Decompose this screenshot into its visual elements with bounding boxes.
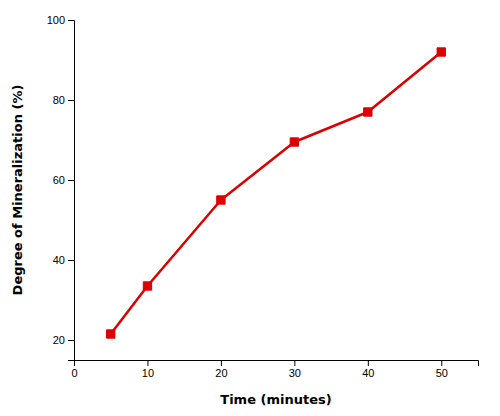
x-tick: 0 (71, 360, 77, 379)
x-tick-mark (294, 360, 295, 366)
x-tick-label: 10 (142, 367, 154, 379)
marker (107, 330, 115, 338)
y-tick-label: 80 (53, 94, 65, 106)
y-tick-mark (68, 20, 74, 21)
y-tick: 80 (53, 94, 74, 106)
marker (217, 196, 225, 204)
x-tick-label: 20 (215, 367, 227, 379)
y-tick-mark (68, 180, 74, 181)
marker (364, 108, 372, 116)
y-tick-mark (68, 340, 74, 341)
y-tick-label: 60 (53, 174, 65, 186)
marker (143, 282, 151, 290)
y-tick-label: 100 (47, 14, 65, 26)
chart: 0 10 20 30 40 50 20 40 60 80 100 Time (minutes) Degr… (0, 0, 500, 416)
marks (107, 48, 446, 338)
x-tick: 10 (142, 360, 154, 379)
x-tick: 20 (215, 360, 227, 379)
y-tick: 20 (53, 334, 74, 346)
x-tick-label: 0 (71, 367, 77, 379)
y-tick-mark (68, 100, 74, 101)
marker (290, 138, 298, 146)
y-axis: 20 40 60 80 100 (47, 14, 75, 360)
x-tick: 50 (436, 360, 448, 379)
x-tick-label: 40 (362, 367, 374, 379)
y-tick-label: 40 (53, 254, 65, 266)
x-tick-mark (441, 360, 442, 366)
x-tick-label: 30 (289, 367, 301, 379)
x-tick: 40 (362, 360, 374, 379)
y-tick-mark (68, 260, 74, 261)
y-tick-label: 20 (53, 334, 65, 346)
y-tick: 40 (53, 254, 74, 266)
line (111, 52, 442, 334)
y-axis-title: Degree of Mineralization (%) (10, 85, 25, 296)
x-axis-line (75, 361, 479, 367)
x-axis: 0 10 20 30 40 50 (71, 360, 478, 379)
y-tick: 100 (47, 14, 74, 26)
marker (437, 48, 445, 56)
x-tick-label: 50 (436, 367, 448, 379)
x-tick: 30 (289, 360, 301, 379)
x-axis-title: Time (minutes) (220, 392, 331, 407)
y-axis-line (68, 21, 75, 361)
y-tick: 60 (53, 174, 74, 186)
plot: 0 10 20 30 40 50 20 40 60 80 100 (47, 14, 479, 379)
x-tick-mark (147, 360, 148, 366)
x-tick-mark (368, 360, 369, 366)
x-tick-mark (221, 360, 222, 366)
